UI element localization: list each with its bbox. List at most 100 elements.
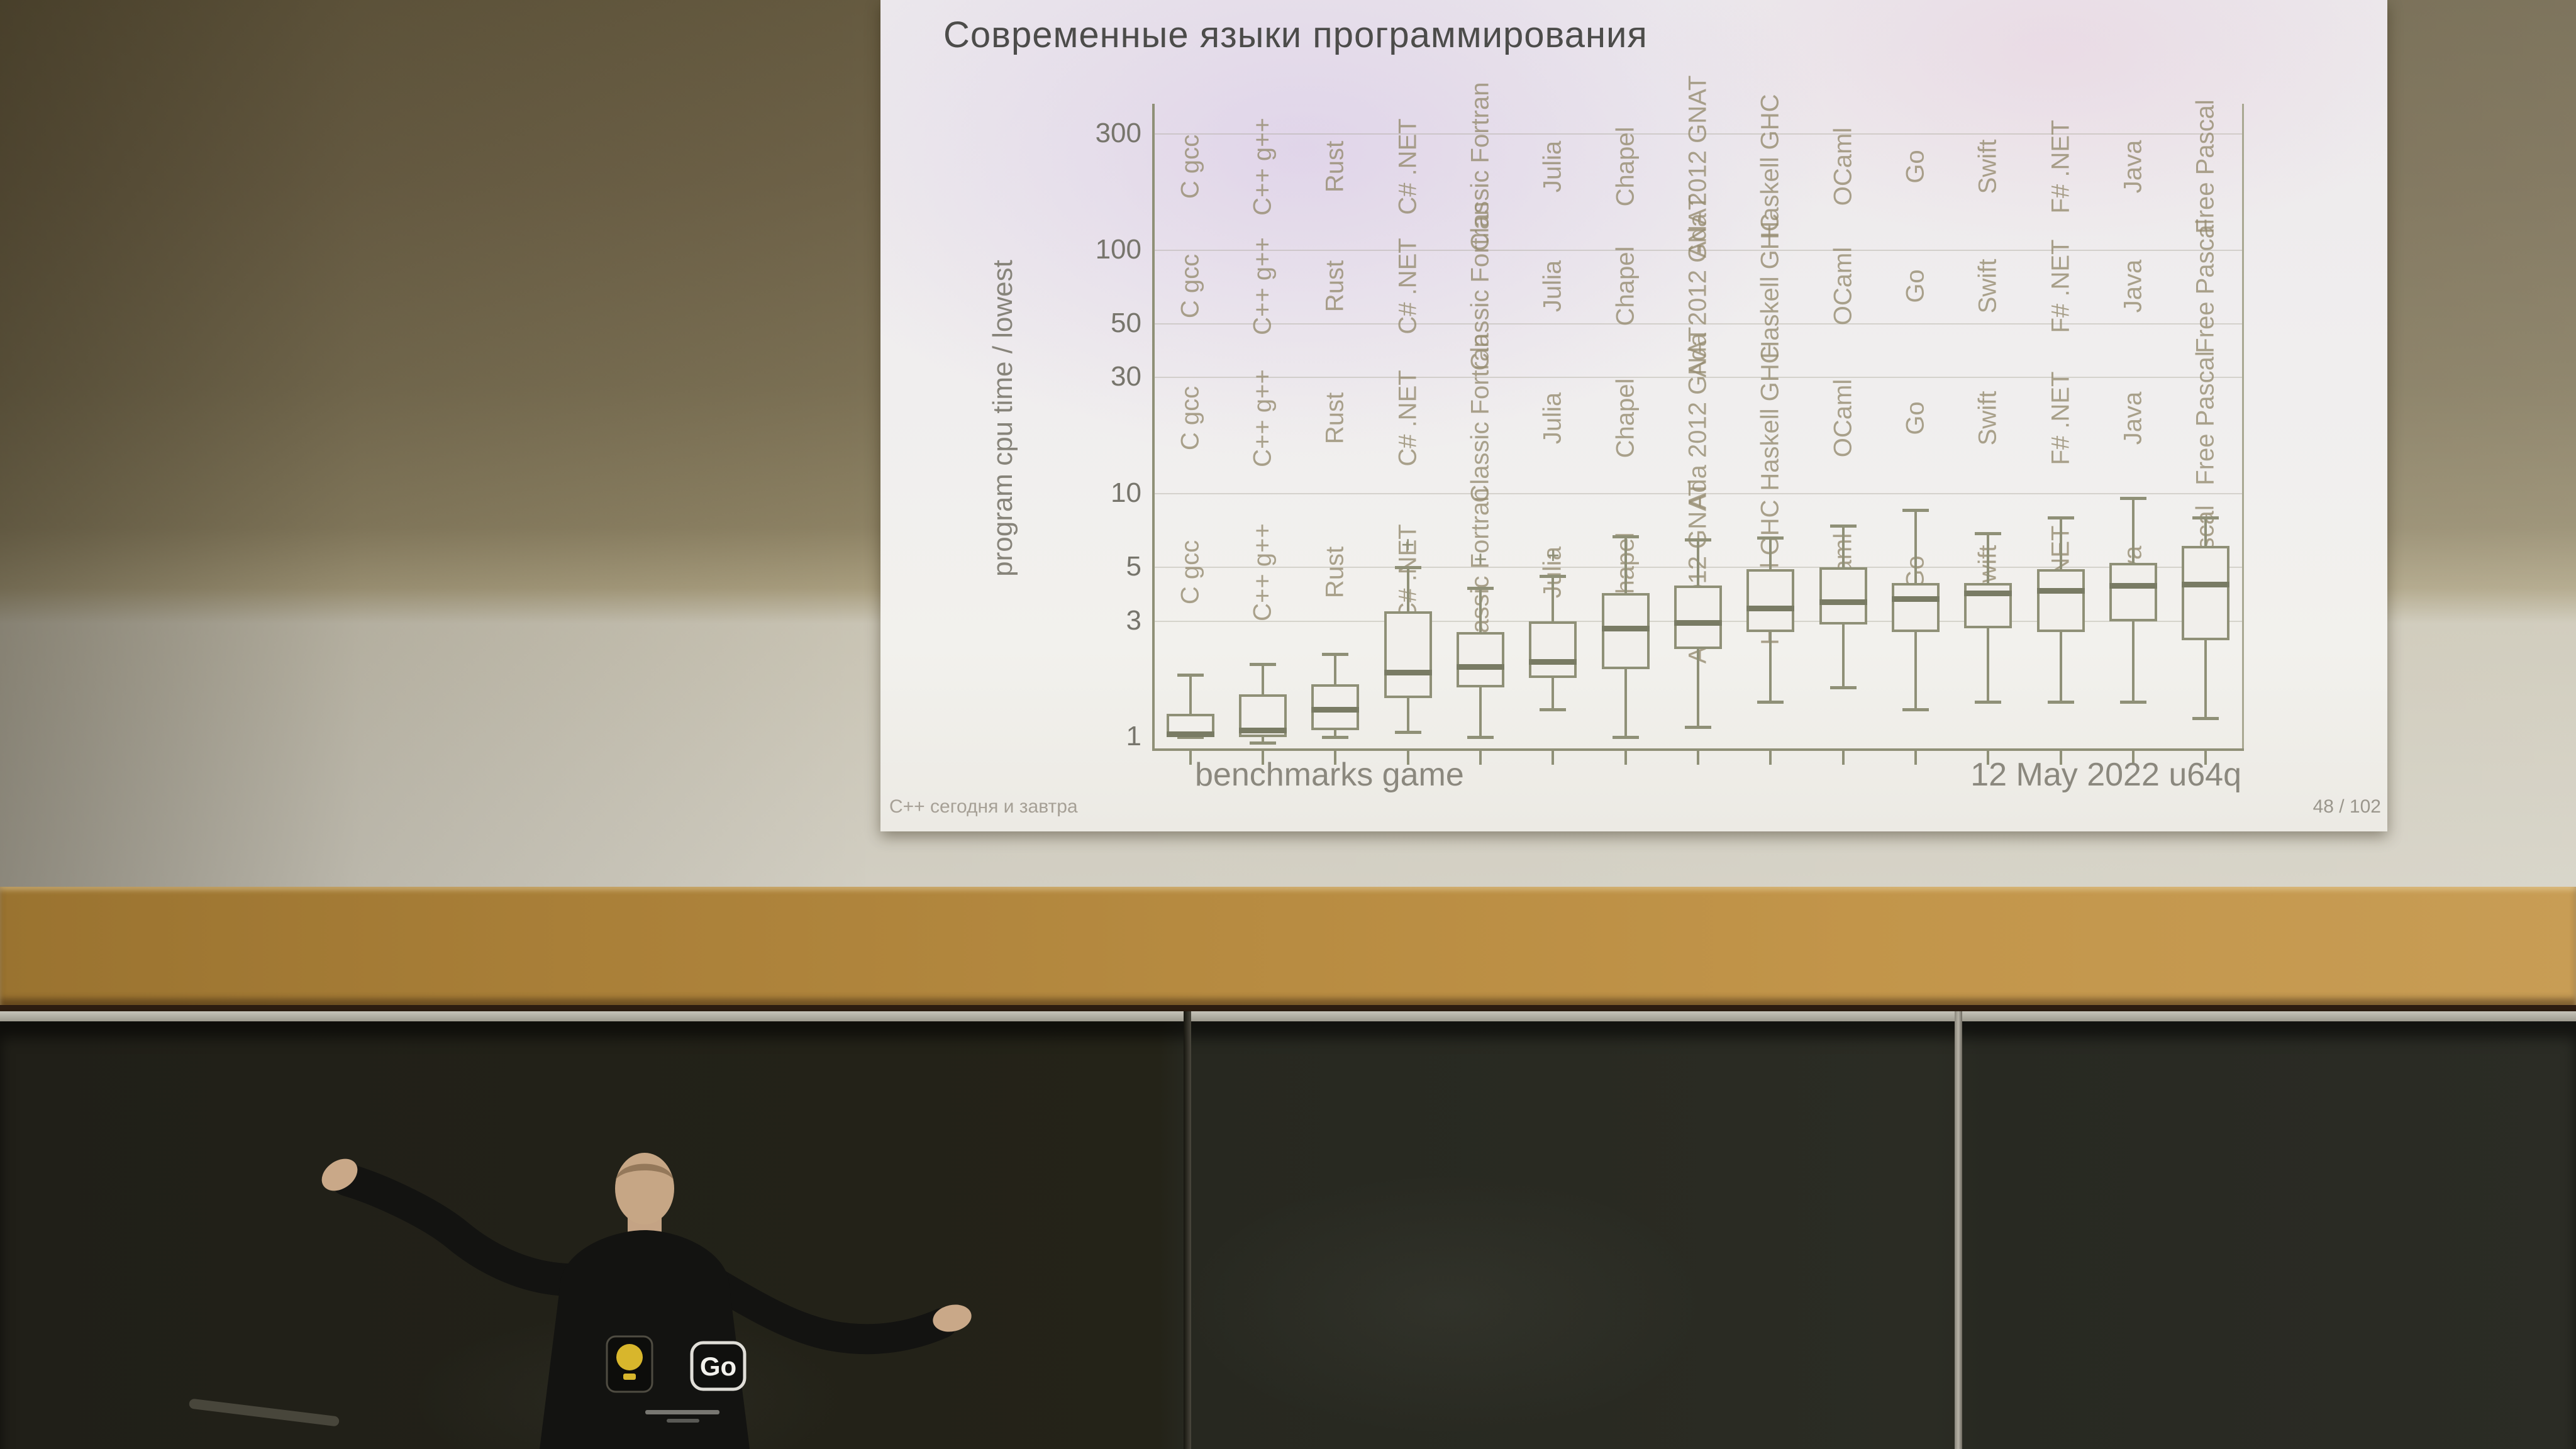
column-label-7-row-3: Chapel: [1611, 378, 1640, 458]
outlier-4-1: +: [1401, 531, 1415, 557]
column-label-3-row-4: Rust: [1321, 546, 1349, 599]
projected-slide: Современные языки программирования progr…: [880, 0, 2387, 831]
median-7: [1601, 626, 1650, 632]
whisker-cap-low-15: [2192, 716, 2219, 720]
wood-beam: [0, 887, 2576, 1011]
x-tick-1: [1189, 751, 1192, 765]
column-label-3-row-2: Rust: [1321, 260, 1349, 313]
box-8: [1674, 586, 1722, 650]
presenter-hair: [616, 1163, 674, 1180]
whisker-cap-high-6: [1540, 574, 1567, 578]
whisker-cap-high-2: [1250, 662, 1276, 666]
column-label-1-row-1: C gcc: [1176, 134, 1204, 199]
x-tick-13: [2059, 751, 2062, 765]
column-label-4-row-3: C# .NET: [1394, 370, 1422, 467]
footer-benchmarks-game: benchmarks game: [1195, 757, 1464, 793]
gridline-30: [1154, 377, 2242, 379]
column-label-6-row-1: Julia: [1538, 140, 1567, 193]
go-logo-text: Go: [700, 1352, 736, 1381]
box-13: [2036, 569, 2085, 633]
median-6: [1529, 658, 1577, 665]
median-1: [1166, 731, 1214, 738]
whisker-cap-high-12: [1975, 531, 2002, 535]
column-label-11-row-2: Go: [1901, 269, 1929, 303]
slide-page-number: 48 / 102: [2312, 796, 2381, 817]
y-tick-label-50: 50: [1111, 307, 1141, 338]
whisker-cap-low-9: [1757, 700, 1784, 704]
y-tick-label-1: 1: [1126, 721, 1141, 752]
x-tick-12: [1987, 751, 1990, 765]
whisker-cap-low-7: [1612, 736, 1639, 740]
box-10: [1819, 567, 1867, 625]
y-tick-label-10: 10: [1111, 477, 1141, 509]
box-9: [1746, 569, 1795, 633]
column-label-1-row-2: C gcc: [1176, 253, 1204, 319]
whisker-cap-high-9: [1757, 536, 1784, 540]
shirt-small-print-2: [667, 1419, 699, 1423]
column-label-4-row-1: C# .NET: [1394, 118, 1422, 215]
presenter-left-arm: [331, 1163, 595, 1297]
x-tick-10: [1841, 751, 1845, 765]
presenter-body: Go: [321, 1153, 972, 1449]
box-6: [1529, 621, 1577, 679]
whisker-cap-high-15: [2192, 516, 2219, 519]
x-tick-8: [1697, 751, 1699, 765]
y-axis-line: [1152, 104, 1155, 750]
slide-credit: C++ сегодня и завтра: [889, 796, 1078, 817]
box-11: [1892, 583, 1940, 633]
slide-title: Современные языки программирования: [943, 14, 1648, 55]
column-label-14-row-2: Java: [2119, 259, 2147, 313]
whisker-cap-low-1: [1177, 736, 1204, 740]
box-14: [2109, 563, 2157, 621]
whisker-cap-high-10: [1829, 524, 1857, 528]
median-12: [1964, 591, 2012, 597]
right-axis-line: [2242, 104, 2244, 750]
gridline-300: [1154, 133, 2242, 135]
whisker-cap-low-5: [1467, 736, 1494, 740]
median-11: [1892, 596, 1940, 602]
whisker-cap-high-3: [1322, 652, 1349, 656]
x-tick-7: [1624, 751, 1627, 765]
y-tick-label-30: 30: [1111, 361, 1141, 392]
whisker-cap-low-10: [1829, 686, 1857, 690]
column-label-5-row-3: Classic Fortran: [1466, 333, 1494, 503]
whisker-cap-low-2: [1250, 741, 1276, 745]
box-12: [1964, 583, 2012, 629]
plot-area: program cpu time / lowest 300 100 50 30 10 5 3…: [987, 75, 2244, 765]
column-label-13-row-1: F# .NET: [2046, 119, 2075, 214]
x-tick-4: [1406, 751, 1409, 765]
column-label-2-row-4: C++ g++: [1248, 523, 1277, 621]
median-2: [1239, 727, 1287, 733]
chalkboard-top-rail: [0, 1011, 2576, 1021]
median-10: [1819, 599, 1867, 605]
gridline-100: [1154, 250, 2242, 252]
y-tick-label-5: 5: [1126, 550, 1141, 582]
emblem-badge-circle-icon: [616, 1344, 643, 1370]
box-5: [1457, 632, 1504, 688]
median-4: [1384, 669, 1432, 675]
column-label-14-row-3: Java: [2119, 391, 2147, 445]
column-label-12-row-1: Swift: [1974, 139, 2002, 194]
outlier-6-1: +: [1546, 541, 1560, 568]
column-label-1-row-4: C gcc: [1176, 540, 1204, 605]
outlier-5-1: +: [1474, 545, 1487, 572]
presenter-right-hand: [933, 1304, 972, 1332]
x-tick-9: [1769, 751, 1772, 765]
x-axis-line: [1152, 748, 2244, 751]
column-label-10-row-2: OCaml: [1829, 247, 1857, 326]
median-3: [1311, 707, 1360, 713]
column-label-1-row-3: C gcc: [1176, 386, 1204, 451]
go-logo-badge: [690, 1341, 747, 1391]
whisker-cap-high-8: [1685, 538, 1711, 541]
column-label-12-row-3: Swift: [1974, 391, 2002, 446]
column-label-13-row-3: F# .NET: [2046, 371, 2075, 465]
column-label-15-row-1: Free Pascal: [2191, 99, 2219, 234]
whisker-cap-low-13: [2047, 700, 2074, 704]
presenter-head: [615, 1153, 674, 1224]
median-9: [1746, 605, 1795, 611]
whisker-cap-high-13: [2047, 516, 2074, 519]
chalkboard: [0, 1021, 2576, 1449]
gridline-50: [1154, 323, 2242, 325]
column-label-2-row-3: C++ g++: [1248, 369, 1277, 467]
